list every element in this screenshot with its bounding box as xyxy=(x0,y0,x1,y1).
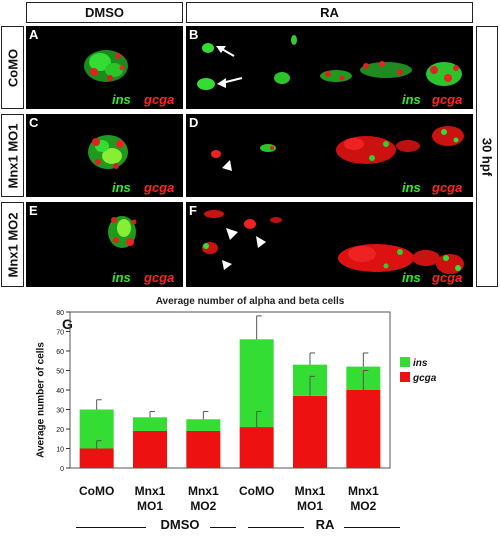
header-ra: RA xyxy=(186,2,473,23)
bar-ins xyxy=(346,366,381,390)
group-label-dmso: DMSO xyxy=(160,517,200,532)
y-tick-label: 20 xyxy=(56,427,64,434)
legend-gcga: gcga xyxy=(400,372,436,384)
panel-c: C ins gcga xyxy=(26,114,183,197)
x-category-label: CoMO xyxy=(238,484,275,498)
legend-gcga-label: gcga xyxy=(413,373,437,384)
panel-e-ins-label: ins xyxy=(112,270,131,285)
panel-a-ins-label: ins xyxy=(112,92,131,107)
group-line-dmso-right xyxy=(210,527,236,528)
panel-d-gcga-label: gcga xyxy=(432,180,463,195)
legend-ins-label: ins xyxy=(413,358,428,369)
panel-f-ins-label: ins xyxy=(402,270,421,285)
bar-ins xyxy=(186,419,221,431)
panel-d-ins-label: ins xyxy=(402,180,421,195)
x-category-label: Mnx1 MO1 xyxy=(294,484,326,513)
bar-ins xyxy=(133,417,167,431)
panel-e: E ins gcga xyxy=(26,202,183,287)
y-tick-label: 10 xyxy=(56,447,64,454)
header-dmso: DMSO xyxy=(26,2,183,23)
bar-gcga xyxy=(79,448,114,468)
y-tick-label: 30 xyxy=(56,408,64,415)
panel-d: D ins gcga xyxy=(186,114,473,197)
panel-f-label: F xyxy=(189,203,197,218)
panel-a-gcga-label: gcga xyxy=(144,92,175,107)
y-tick-label: 0 xyxy=(60,466,64,473)
x-category-label: Mnx1 MO1 xyxy=(134,484,166,513)
row-label-mnx1-mo1: Mnx1 MO1 xyxy=(1,114,24,197)
panel-d-label: D xyxy=(189,115,199,130)
group-line-ra-right xyxy=(344,527,400,528)
y-tick-label: 50 xyxy=(56,369,64,376)
panel-f-micrograph xyxy=(202,210,464,274)
panel-d-micrograph xyxy=(211,126,464,171)
panel-b-ins-label: ins xyxy=(402,92,421,107)
y-tick-label: 40 xyxy=(56,388,64,395)
panel-c-gcga-label: gcga xyxy=(144,180,175,195)
row-label-como: CoMO xyxy=(1,26,24,109)
bar-ins xyxy=(79,409,114,449)
legend-ins: ins xyxy=(400,357,427,369)
y-axis-label: Average number of cells xyxy=(35,342,47,458)
panel-b-label: B xyxy=(189,27,199,42)
panel-f-gcga-label: gcga xyxy=(432,270,463,285)
x-category-label: Mnx1 MO2 xyxy=(187,484,219,513)
bar-gcga xyxy=(293,395,327,468)
chart-title: Average number of alpha and beta cells xyxy=(155,296,345,307)
bar-gcga xyxy=(346,390,381,468)
panel-e-label: E xyxy=(29,203,38,218)
bar-ins xyxy=(293,364,327,396)
y-tick-label: 60 xyxy=(56,349,64,356)
panel-c-ins-label: ins xyxy=(112,180,131,195)
panel-c-micrograph xyxy=(88,135,128,169)
group-label-ra: RA xyxy=(315,517,335,532)
legend-gcga-swatch xyxy=(400,372,410,382)
panel-e-gcga-label: gcga xyxy=(144,270,175,285)
panel-f: F ins gcga xyxy=(186,202,473,287)
panel-a-micrograph xyxy=(84,50,128,82)
panel-b-micrograph xyxy=(197,35,462,90)
panel-g-label: G xyxy=(62,316,73,332)
row-label-mnx1-mo2: Mnx1 MO2 xyxy=(1,202,24,287)
panel-a-label: A xyxy=(29,27,39,42)
group-line-dmso-left xyxy=(76,527,146,528)
bar-ins xyxy=(239,339,274,428)
panel-b: B ins gcga xyxy=(186,26,473,109)
x-category-label: CoMO xyxy=(78,484,115,498)
bar-gcga xyxy=(133,430,167,468)
legend-ins-swatch xyxy=(400,357,410,367)
bar-gcga xyxy=(186,430,221,468)
group-line-ra-left xyxy=(248,527,304,528)
panel-c-label: C xyxy=(29,115,39,130)
time-label: 30 hpf xyxy=(476,26,498,287)
panel-b-gcga-label: gcga xyxy=(432,92,463,107)
x-category-label: Mnx1 MO2 xyxy=(347,484,379,513)
panel-a: A ins gcga xyxy=(26,26,183,109)
panel-e-micrograph xyxy=(108,216,137,248)
plot-frame xyxy=(69,311,391,469)
bar-gcga xyxy=(239,427,274,468)
